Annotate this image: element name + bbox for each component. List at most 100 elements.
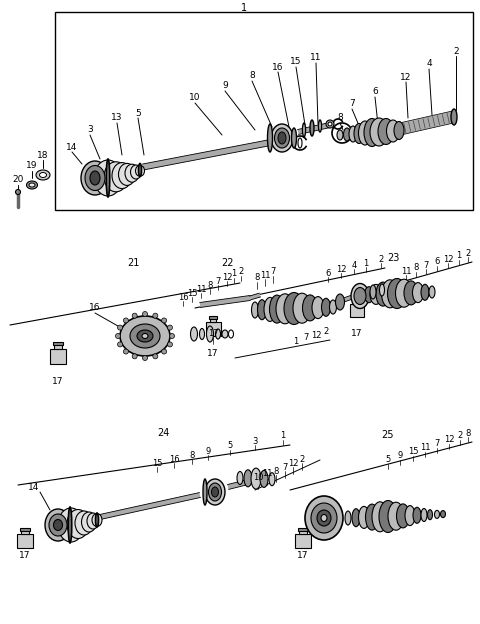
Text: 11: 11 <box>401 266 411 276</box>
Text: 14: 14 <box>28 484 40 492</box>
Ellipse shape <box>252 302 259 318</box>
Ellipse shape <box>382 280 398 308</box>
Ellipse shape <box>359 121 372 145</box>
Text: 21: 21 <box>127 258 139 268</box>
Text: 3: 3 <box>252 437 258 446</box>
Text: 11: 11 <box>196 285 206 293</box>
Text: 16: 16 <box>272 62 284 72</box>
Bar <box>300 529 307 534</box>
Text: 15: 15 <box>152 459 162 467</box>
Text: 8: 8 <box>254 273 260 283</box>
Text: 17: 17 <box>208 328 218 338</box>
Text: 12: 12 <box>444 436 454 444</box>
Text: 4: 4 <box>351 260 357 270</box>
Ellipse shape <box>376 282 390 306</box>
Text: 19: 19 <box>26 162 38 170</box>
Ellipse shape <box>125 164 139 182</box>
Polygon shape <box>298 122 331 134</box>
Ellipse shape <box>85 165 105 190</box>
Text: 17: 17 <box>207 349 219 359</box>
Text: 1: 1 <box>241 3 247 13</box>
Ellipse shape <box>191 327 197 341</box>
Ellipse shape <box>67 510 89 539</box>
Text: 9: 9 <box>205 447 211 456</box>
Text: 2: 2 <box>300 454 305 464</box>
Ellipse shape <box>118 342 122 347</box>
Ellipse shape <box>36 170 50 180</box>
Ellipse shape <box>75 511 93 535</box>
Text: 16: 16 <box>89 303 101 313</box>
Bar <box>22 529 29 534</box>
Ellipse shape <box>372 502 388 532</box>
Text: 8: 8 <box>207 281 213 290</box>
Text: 15: 15 <box>408 447 418 457</box>
Ellipse shape <box>112 163 132 188</box>
Ellipse shape <box>370 118 388 146</box>
Text: 9: 9 <box>222 82 228 90</box>
Ellipse shape <box>284 293 304 324</box>
Ellipse shape <box>434 510 440 519</box>
Ellipse shape <box>153 354 158 359</box>
Ellipse shape <box>251 468 261 489</box>
Ellipse shape <box>132 354 137 359</box>
Bar <box>55 12 473 210</box>
Ellipse shape <box>123 349 129 354</box>
Ellipse shape <box>278 132 286 144</box>
Text: 6: 6 <box>372 87 378 97</box>
Ellipse shape <box>380 284 384 296</box>
Text: 5: 5 <box>228 442 233 451</box>
Ellipse shape <box>428 510 432 520</box>
Ellipse shape <box>257 300 266 319</box>
Ellipse shape <box>26 181 37 189</box>
Text: 7: 7 <box>270 268 276 276</box>
Ellipse shape <box>116 333 120 338</box>
Ellipse shape <box>237 472 243 484</box>
Ellipse shape <box>206 326 214 342</box>
Ellipse shape <box>319 120 322 132</box>
Text: 2: 2 <box>378 255 384 263</box>
Ellipse shape <box>349 126 357 142</box>
Text: 8: 8 <box>273 467 279 475</box>
Bar <box>53 343 62 346</box>
Ellipse shape <box>96 513 98 527</box>
Text: 2: 2 <box>457 432 463 441</box>
Ellipse shape <box>87 513 99 529</box>
Text: 2: 2 <box>324 328 329 336</box>
Ellipse shape <box>139 163 142 177</box>
Polygon shape <box>337 286 379 304</box>
Ellipse shape <box>120 316 170 356</box>
Ellipse shape <box>396 279 412 307</box>
Ellipse shape <box>49 514 67 536</box>
Polygon shape <box>143 140 269 170</box>
Ellipse shape <box>39 172 47 177</box>
Ellipse shape <box>260 470 268 487</box>
Ellipse shape <box>203 479 207 505</box>
Ellipse shape <box>169 333 175 338</box>
Text: 1: 1 <box>456 251 462 260</box>
Text: 1: 1 <box>293 336 299 346</box>
Text: 2: 2 <box>239 268 244 276</box>
Text: 17: 17 <box>297 552 309 560</box>
Ellipse shape <box>351 283 369 308</box>
Ellipse shape <box>276 294 294 324</box>
Ellipse shape <box>45 509 71 541</box>
Ellipse shape <box>29 183 35 187</box>
Ellipse shape <box>302 123 305 137</box>
Text: 8: 8 <box>337 114 343 122</box>
Bar <box>299 528 308 531</box>
Ellipse shape <box>404 281 418 305</box>
Polygon shape <box>250 293 261 300</box>
Text: 8: 8 <box>413 263 419 273</box>
Text: 7: 7 <box>434 439 440 449</box>
Text: 25: 25 <box>382 430 394 440</box>
Text: 7: 7 <box>303 333 309 343</box>
Text: 11: 11 <box>262 469 272 479</box>
Text: 7: 7 <box>349 99 355 109</box>
Ellipse shape <box>264 298 276 321</box>
Text: 5: 5 <box>135 109 141 117</box>
Ellipse shape <box>269 295 285 323</box>
Ellipse shape <box>200 328 204 339</box>
Text: 8: 8 <box>189 451 195 459</box>
Text: 18: 18 <box>37 150 49 160</box>
Ellipse shape <box>162 318 167 323</box>
